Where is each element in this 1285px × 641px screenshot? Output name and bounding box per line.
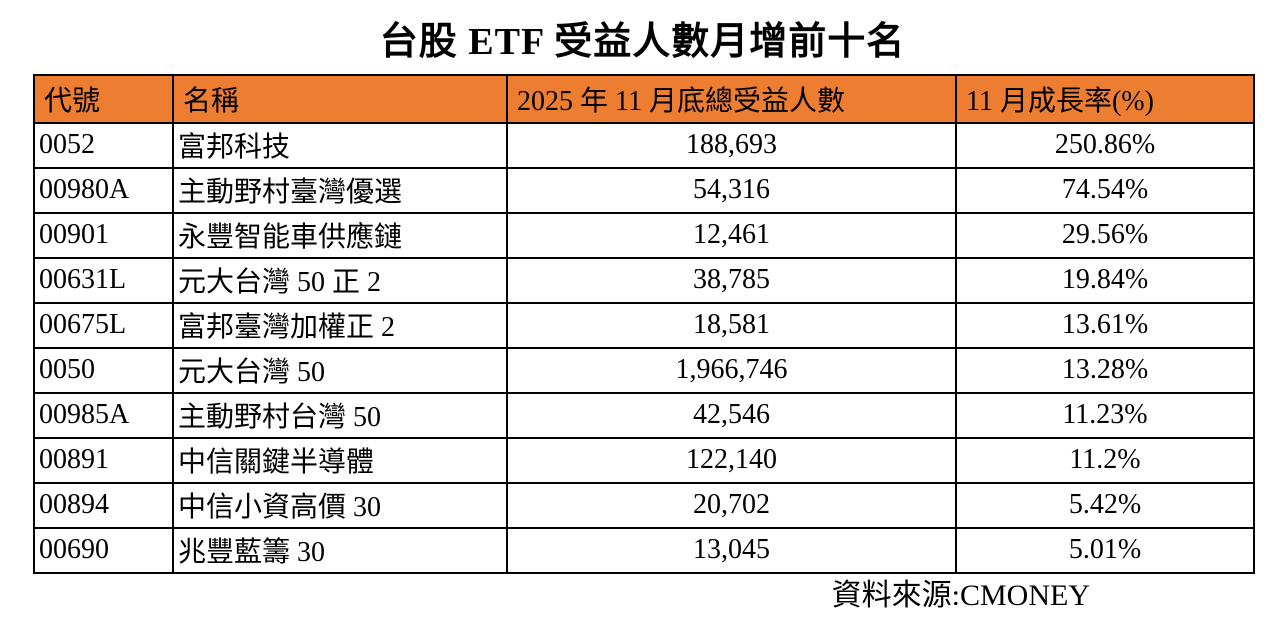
cell-code: 00631L (33, 256, 174, 304)
cell-name: 中信關鍵半導體 (172, 436, 508, 484)
cell-name: 元大台灣 50 正 2 (172, 256, 508, 304)
cell-growth: 13.61% (955, 301, 1255, 349)
cell-holders: 20,702 (506, 481, 957, 529)
column-header-growth: 11 月成長率(%) (955, 73, 1255, 124)
cell-code: 0050 (33, 346, 174, 394)
cell-growth: 250.86% (955, 121, 1255, 169)
table-header-row: 代號 名稱 2025 年 11 月底總受益人數 11 月成長率(%) (33, 73, 1255, 124)
cell-holders: 42,546 (506, 391, 957, 439)
cell-code: 00690 (33, 526, 174, 574)
table-row: 00894 中信小資高價 30 20,702 5.42% (33, 481, 1255, 529)
cell-code: 0052 (33, 121, 174, 169)
page-title: 台股 ETF 受益人數月增前十名 (379, 21, 906, 63)
cell-growth: 11.23% (955, 391, 1255, 439)
cell-name: 永豐智能車供應鏈 (172, 211, 508, 259)
cell-name: 中信小資高價 30 (172, 481, 508, 529)
cell-holders: 122,140 (506, 436, 957, 484)
cell-growth: 29.56% (955, 211, 1255, 259)
cell-growth: 19.84% (955, 256, 1255, 304)
cell-name: 主動野村臺灣優選 (172, 166, 508, 214)
table-row: 00891 中信關鍵半導體 122,140 11.2% (33, 436, 1255, 484)
table-row: 00980A 主動野村臺灣優選 54,316 74.54% (33, 166, 1255, 214)
cell-holders: 38,785 (506, 256, 957, 304)
cell-holders: 12,461 (506, 211, 957, 259)
cell-code: 00901 (33, 211, 174, 259)
table-row: 00901 永豐智能車供應鏈 12,461 29.56% (33, 211, 1255, 259)
cell-growth: 74.54% (955, 166, 1255, 214)
table-row: 0050 元大台灣 50 1,966,746 13.28% (33, 346, 1255, 394)
cell-name: 元大台灣 50 (172, 346, 508, 394)
cell-growth: 5.01% (955, 526, 1255, 574)
column-header-code: 代號 (33, 73, 174, 124)
cell-name: 主動野村台灣 50 (172, 391, 508, 439)
cell-growth: 13.28% (955, 346, 1255, 394)
table-row: 00631L 元大台灣 50 正 2 38,785 19.84% (33, 256, 1255, 304)
cell-holders: 1,966,746 (506, 346, 957, 394)
cell-holders: 54,316 (506, 166, 957, 214)
cell-code: 00980A (33, 166, 174, 214)
column-header-name: 名稱 (172, 73, 508, 124)
cell-code: 00675L (33, 301, 174, 349)
data-source-label: 資料來源:CMONEY (831, 578, 1090, 612)
cell-growth: 5.42% (955, 481, 1255, 529)
cell-code: 00894 (33, 481, 174, 529)
column-header-holders: 2025 年 11 月底總受益人數 (506, 73, 957, 124)
cell-growth: 11.2% (955, 436, 1255, 484)
cell-name: 富邦科技 (172, 121, 508, 169)
cell-code: 00891 (33, 436, 174, 484)
table-row: 0052 富邦科技 188,693 250.86% (33, 121, 1255, 169)
cell-name: 兆豐藍籌 30 (172, 526, 508, 574)
table-row: 00690 兆豐藍籌 30 13,045 5.01% (33, 526, 1255, 574)
cell-holders: 13,045 (506, 526, 957, 574)
cell-code: 00985A (33, 391, 174, 439)
cell-name: 富邦臺灣加權正 2 (172, 301, 508, 349)
table-row: 00985A 主動野村台灣 50 42,546 11.23% (33, 391, 1255, 439)
cell-holders: 188,693 (506, 121, 957, 169)
etf-table: 代號 名稱 2025 年 11 月底總受益人數 11 月成長率(%) 0052 … (33, 73, 1255, 574)
table-row: 00675L 富邦臺灣加權正 2 18,581 13.61% (33, 301, 1255, 349)
cell-holders: 18,581 (506, 301, 957, 349)
